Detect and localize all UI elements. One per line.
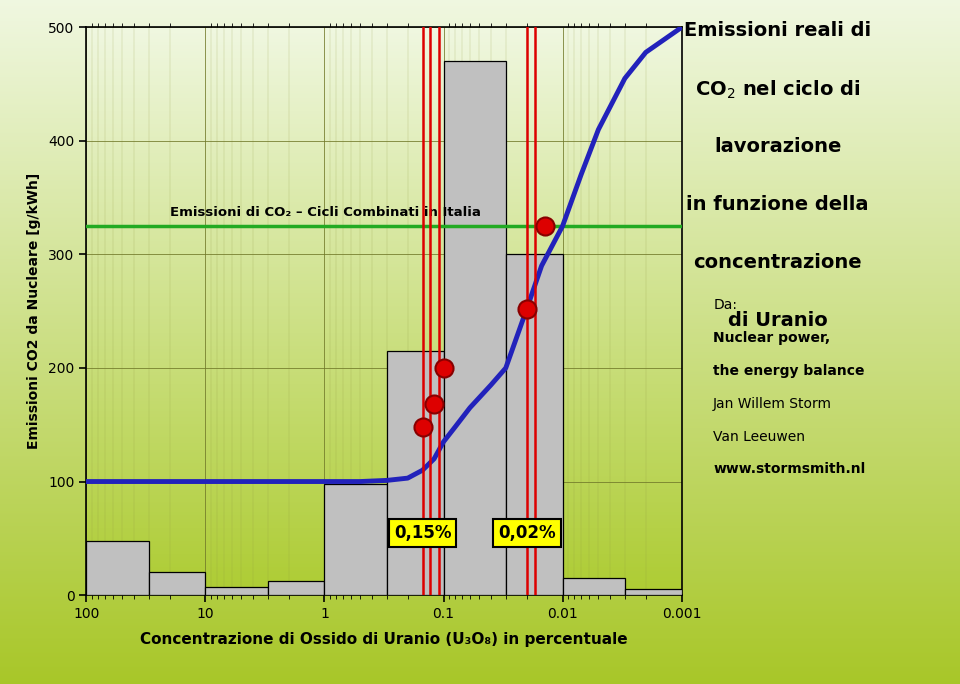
Bar — [205, 587, 268, 595]
Bar — [387, 351, 444, 595]
Text: Da:: Da: — [713, 298, 737, 312]
Text: Emissioni di CO₂ – Cicli Combinati in Italia: Emissioni di CO₂ – Cicli Combinati in It… — [170, 206, 481, 219]
Text: www.stormsmith.nl: www.stormsmith.nl — [713, 462, 865, 476]
Text: di Uranio: di Uranio — [728, 311, 828, 330]
Text: Emissioni reali di: Emissioni reali di — [684, 21, 871, 40]
Text: Nuclear power,: Nuclear power, — [713, 331, 830, 345]
Bar — [444, 62, 506, 595]
Bar — [506, 254, 563, 595]
Text: lavorazione: lavorazione — [714, 137, 841, 156]
Text: CO$_2$ nel ciclo di: CO$_2$ nel ciclo di — [695, 79, 860, 101]
Text: in funzione della: in funzione della — [686, 195, 869, 214]
Text: the energy balance: the energy balance — [713, 364, 865, 378]
Text: 0,15%: 0,15% — [394, 524, 451, 542]
Bar — [86, 540, 149, 595]
Bar — [149, 573, 205, 595]
Text: Van Leeuwen: Van Leeuwen — [713, 430, 805, 443]
Text: 0,02%: 0,02% — [498, 524, 556, 542]
Bar — [268, 581, 324, 595]
Y-axis label: Emissioni CO2 da Nucleare [g/kWh]: Emissioni CO2 da Nucleare [g/kWh] — [27, 173, 41, 449]
Text: Jan Willem Storm: Jan Willem Storm — [713, 397, 832, 410]
Text: concentrazione: concentrazione — [693, 253, 862, 272]
Bar — [625, 590, 682, 595]
Bar — [324, 484, 387, 595]
Bar — [563, 578, 625, 595]
X-axis label: Concentrazione di Ossido di Uranio (U₃O₈) in percentuale: Concentrazione di Ossido di Uranio (U₃O₈… — [140, 632, 628, 647]
